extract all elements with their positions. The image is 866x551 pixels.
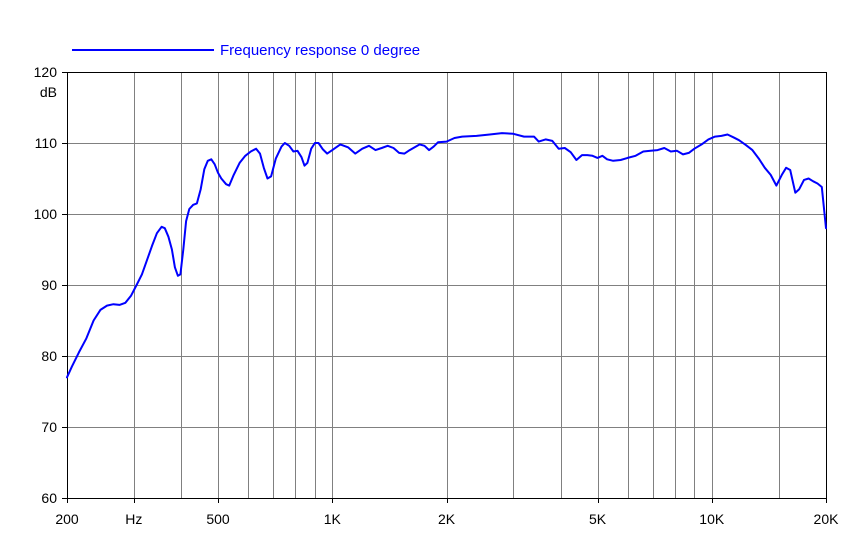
legend: Frequency response 0 degree (72, 42, 420, 59)
y-tick-label: 100 (34, 206, 58, 222)
y-tick-label: 120 (34, 64, 58, 80)
y-tick-label: 110 (35, 135, 58, 151)
x-tick-label: 2K (438, 511, 456, 527)
x-tick-label: 200 (55, 511, 79, 527)
y-axis: 60 70 80 90 100 110 120 (34, 64, 67, 506)
x-tick-label: 10K (699, 511, 725, 527)
y-tick-label: 90 (41, 277, 57, 293)
x-tick-label: 1K (324, 511, 342, 527)
y-axis-unit-label: dB (40, 84, 57, 100)
legend-label: Frequency response 0 degree (220, 42, 420, 59)
x-tick-label: 20K (814, 511, 840, 527)
y-tick-label: 60 (41, 490, 57, 506)
series-group (66, 132, 827, 379)
x-tick-label: 500 (206, 511, 230, 527)
y-tick-label: 80 (41, 348, 57, 364)
x-tick-label: Hz (125, 511, 142, 527)
series-line-0 (66, 132, 827, 379)
grid (67, 72, 826, 498)
y-tick-label: 70 (41, 419, 57, 435)
x-axis: 200 Hz 500 1K 2K 5K 10K 20K (55, 498, 839, 527)
x-tick-label: 5K (589, 511, 607, 527)
